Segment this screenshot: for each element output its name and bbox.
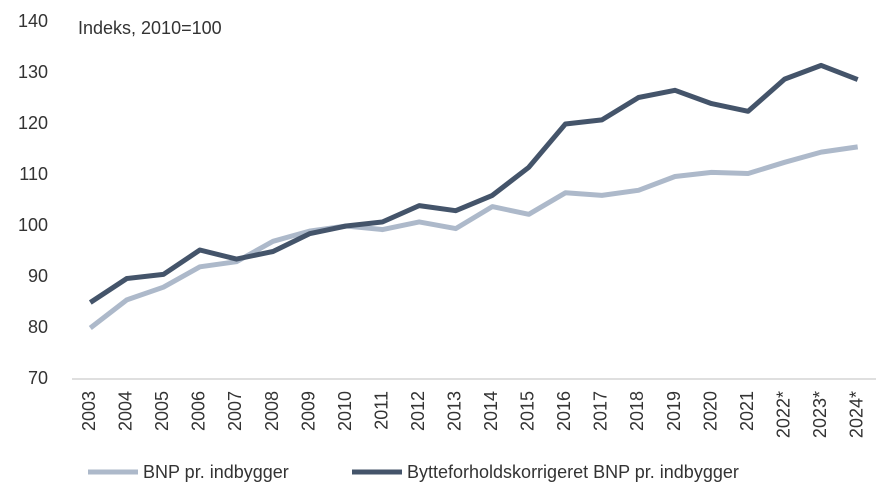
- x-tick-label: 2021: [737, 391, 757, 431]
- y-tick-label: 110: [19, 164, 48, 184]
- x-tick-label: 2003: [79, 391, 99, 431]
- x-tick-label: 2004: [116, 391, 136, 431]
- series-line: [88, 62, 859, 305]
- x-tick-label: 2013: [444, 391, 464, 431]
- y-tick-label: 130: [18, 62, 48, 82]
- y-tick-label: 120: [18, 113, 48, 133]
- x-tick-label: 2016: [554, 391, 574, 431]
- x-tick-label: 2011: [371, 391, 391, 430]
- x-tick-label: 2008: [262, 391, 282, 431]
- x-tick-label: 2017: [591, 391, 611, 431]
- x-tick-label: 2019: [664, 391, 684, 431]
- x-tick-label: 2020: [700, 391, 720, 431]
- x-tick-label: 2023*: [810, 391, 830, 438]
- x-tick-label: 2010: [335, 391, 355, 431]
- y-tick-label: 70: [28, 368, 48, 388]
- chart-subtitle: Indeks, 2010=100: [78, 18, 222, 38]
- x-tick-label: 2022*: [773, 391, 793, 438]
- x-tick-label: 2006: [189, 391, 209, 431]
- y-tick-label: 100: [18, 215, 48, 235]
- x-tick-label: 2005: [152, 391, 172, 431]
- x-tick-label: 2009: [298, 391, 318, 431]
- y-tick-label: 140: [18, 11, 48, 31]
- y-tick-label: 80: [28, 317, 48, 337]
- x-tick-label: 2014: [481, 391, 501, 431]
- legend-label: Bytteforholdskorrigeret BNP pr. indbygge…: [407, 462, 739, 482]
- legend-label: BNP pr. indbygger: [143, 462, 289, 482]
- series-line: [88, 144, 859, 330]
- y-tick-label: 90: [28, 266, 48, 286]
- x-tick-label: 2015: [518, 391, 538, 431]
- x-tick-label: 2007: [225, 391, 245, 431]
- x-tick-label: 2012: [408, 391, 428, 431]
- x-tick-label: 2018: [627, 391, 647, 431]
- x-tick-label: 2024*: [846, 391, 866, 438]
